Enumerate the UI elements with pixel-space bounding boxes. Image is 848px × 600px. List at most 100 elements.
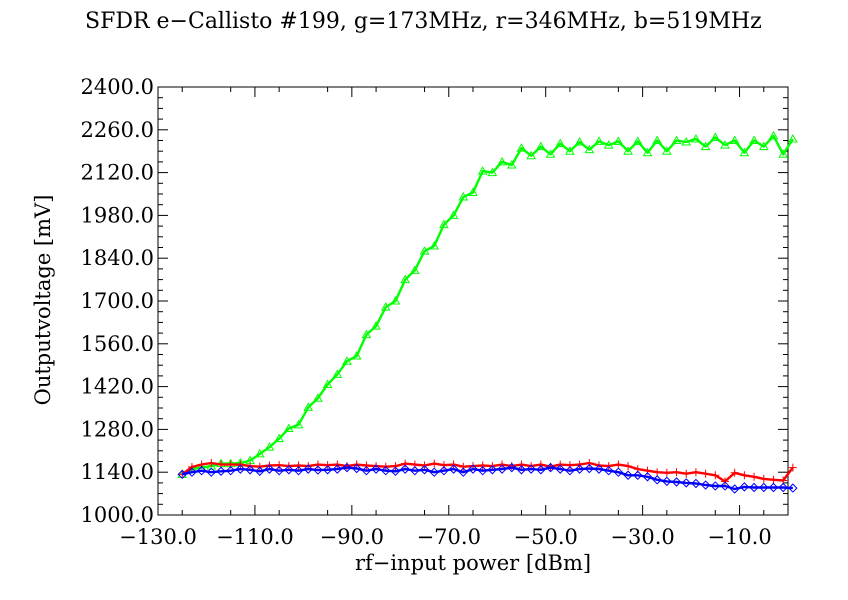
data-point-marker bbox=[555, 138, 566, 148]
data-point-marker bbox=[401, 459, 410, 468]
data-point-marker bbox=[759, 482, 769, 493]
data-point-marker bbox=[391, 462, 400, 471]
data-point-marker bbox=[768, 130, 779, 140]
data-point-marker bbox=[720, 481, 730, 491]
data-point-marker bbox=[362, 461, 371, 470]
x-tick-label: −110.0 bbox=[216, 525, 294, 549]
data-point-marker bbox=[409, 265, 420, 274]
data-point-marker bbox=[574, 464, 585, 474]
x-tick-label: −90.0 bbox=[320, 525, 384, 549]
series-2 bbox=[177, 462, 798, 494]
data-point-marker bbox=[653, 468, 662, 477]
data-point-marker bbox=[662, 476, 672, 487]
data-point-marker bbox=[361, 465, 372, 476]
data-point-marker bbox=[730, 468, 739, 477]
chart-title: SFDR e−Callisto #199, g=173MHz, r=346MHz… bbox=[85, 9, 762, 34]
y-axis-label: Outputvoltage [mV] bbox=[31, 195, 55, 406]
data-point-marker bbox=[448, 210, 459, 219]
data-point-marker bbox=[516, 465, 527, 475]
data-point-marker bbox=[439, 219, 449, 229]
data-point-marker bbox=[245, 465, 255, 475]
data-point-marker bbox=[380, 302, 391, 311]
data-point-marker bbox=[187, 463, 196, 472]
y-tick-label: 1560.0 bbox=[81, 332, 154, 356]
data-point-marker bbox=[710, 132, 721, 141]
data-point-marker bbox=[788, 483, 798, 493]
data-point-marker bbox=[458, 192, 469, 201]
data-point-marker bbox=[400, 274, 411, 284]
data-point-marker bbox=[196, 465, 207, 476]
data-point-marker bbox=[313, 393, 323, 402]
data-point-marker bbox=[585, 459, 594, 468]
data-point-marker bbox=[429, 240, 440, 250]
axis-ticks bbox=[157, 86, 788, 516]
data-point-marker bbox=[545, 149, 556, 158]
data-point-marker bbox=[283, 423, 294, 432]
data-point-marker bbox=[390, 295, 401, 305]
data-point-marker bbox=[603, 465, 614, 476]
data-point-marker bbox=[565, 146, 575, 155]
data-point-marker bbox=[313, 460, 322, 469]
data-point-marker bbox=[497, 464, 507, 474]
data-point-marker bbox=[788, 463, 797, 472]
series-line bbox=[181, 466, 793, 491]
data-point-marker bbox=[662, 468, 671, 477]
data-point-marker bbox=[487, 167, 498, 177]
data-point-marker bbox=[216, 466, 226, 476]
x-axis-label: rf−input power [dBm] bbox=[355, 551, 591, 575]
data-point-marker bbox=[439, 461, 448, 470]
y-tick-label: 2260.0 bbox=[81, 118, 154, 142]
data-point-marker bbox=[720, 140, 730, 149]
data-point-marker bbox=[390, 466, 401, 476]
y-tick-label: 1980.0 bbox=[81, 203, 154, 227]
data-point-marker bbox=[594, 464, 604, 474]
data-point-marker bbox=[769, 475, 778, 484]
data-point-marker bbox=[206, 467, 217, 477]
data-point-marker bbox=[207, 459, 216, 468]
data-point-marker bbox=[759, 474, 768, 483]
series-line bbox=[181, 461, 794, 483]
data-point-marker bbox=[507, 462, 517, 473]
data-point-marker bbox=[497, 156, 507, 166]
data-point-marker bbox=[371, 321, 381, 330]
data-point-marker bbox=[681, 478, 691, 488]
data-point-marker bbox=[739, 482, 750, 492]
data-point-marker bbox=[691, 478, 701, 489]
data-point-marker bbox=[506, 159, 517, 169]
data-point-marker bbox=[700, 141, 711, 151]
data-point-marker bbox=[642, 472, 653, 482]
data-point-marker bbox=[652, 475, 662, 485]
series-line bbox=[181, 134, 794, 476]
y-tick-label: 1700.0 bbox=[81, 289, 154, 313]
data-point-marker bbox=[526, 464, 536, 474]
data-point-marker bbox=[468, 187, 478, 196]
data-point-marker bbox=[768, 482, 779, 493]
data-point-marker bbox=[642, 147, 653, 157]
data-point-marker bbox=[429, 467, 439, 477]
data-point-marker bbox=[313, 465, 323, 475]
y-tick-label: 2120.0 bbox=[81, 161, 154, 185]
data-point-marker bbox=[439, 465, 449, 476]
x-tick-label: −50.0 bbox=[514, 525, 578, 549]
data-point-marker bbox=[535, 141, 546, 151]
data-point-marker bbox=[303, 464, 313, 474]
data-point-marker bbox=[682, 469, 691, 478]
data-point-marker bbox=[430, 459, 439, 468]
data-point-marker bbox=[700, 480, 711, 490]
data-point-marker bbox=[477, 465, 488, 476]
data-point-marker bbox=[419, 465, 430, 475]
data-point-marker bbox=[274, 433, 285, 443]
data-point-marker bbox=[623, 146, 633, 155]
data-point-marker bbox=[516, 143, 527, 152]
data-point-marker bbox=[381, 465, 391, 476]
y-tick-label: 1420.0 bbox=[81, 375, 154, 399]
data-point-marker bbox=[536, 465, 546, 475]
data-point-marker bbox=[284, 465, 294, 475]
data-point-marker bbox=[177, 469, 187, 480]
data-point-marker bbox=[235, 464, 246, 474]
data-point-marker bbox=[419, 246, 430, 255]
data-point-marker bbox=[294, 461, 303, 470]
data-point-marker bbox=[701, 469, 710, 478]
data-point-marker bbox=[710, 481, 721, 491]
data-point-marker bbox=[681, 137, 692, 146]
